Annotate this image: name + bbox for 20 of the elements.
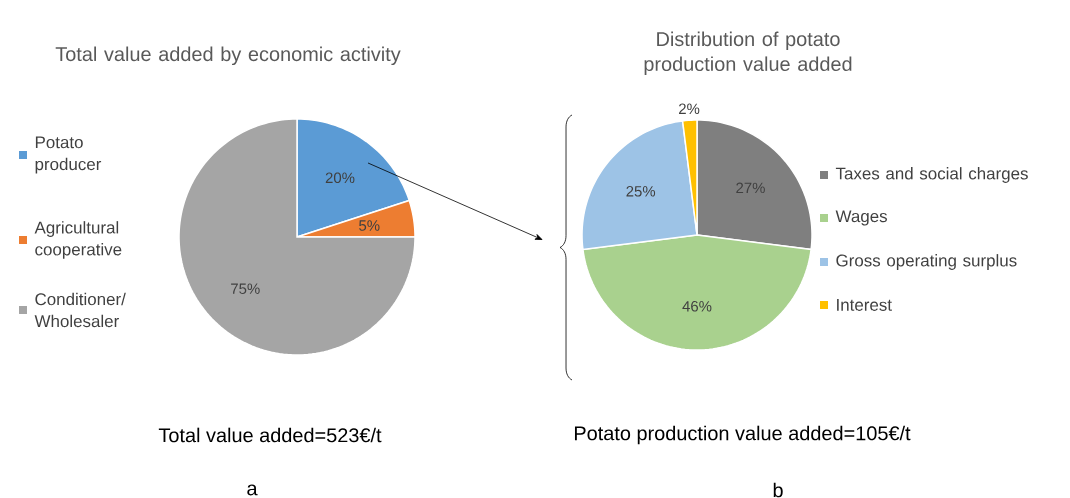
data-label: 20% xyxy=(325,172,355,184)
data-label: 75% xyxy=(231,283,260,294)
data-label: 27% xyxy=(736,182,765,194)
legend-label: Taxes and social charges xyxy=(835,167,1028,183)
data-label: 46% xyxy=(682,300,712,312)
text: Potato production value added=105€/t xyxy=(574,425,911,445)
legend-label: Gross operating surplus xyxy=(836,254,1017,270)
chart-title: Distribution of potato production value added xyxy=(644,31,852,75)
legend-label: Conditioner/ Wholesaler xyxy=(34,292,126,328)
data-label: 5% xyxy=(359,220,380,231)
legend-label: Agricultural cooperative xyxy=(34,221,122,259)
text: b xyxy=(773,482,783,498)
legend-label: Interest xyxy=(837,299,892,311)
text: a xyxy=(247,484,258,496)
chart-title: Total value added by economic activity xyxy=(55,46,401,66)
legend-label: Potato producer xyxy=(35,136,102,174)
legend-label: Wages xyxy=(835,210,887,226)
data-label: 2% xyxy=(679,103,700,115)
data-label: 25% xyxy=(626,185,656,197)
text: Total value added=523€/t xyxy=(158,427,382,443)
